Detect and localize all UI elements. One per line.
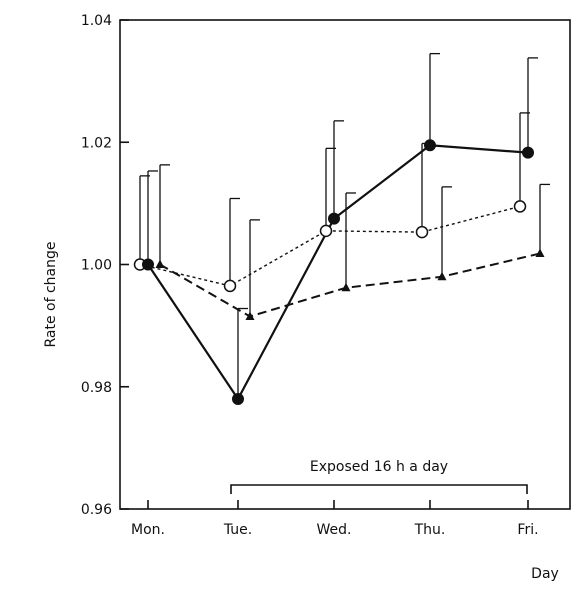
series-line [147, 144, 529, 402]
data-point-triangle [341, 282, 351, 292]
markers [133, 139, 545, 405]
series-line [159, 252, 541, 318]
y-tick-label: 0.96 [81, 502, 112, 518]
x-tick-label: Wed. [317, 522, 352, 538]
x-tick-label: Mon. [131, 522, 165, 538]
plot-frame [119, 19, 571, 510]
x-tick-label: Thu. [414, 522, 446, 538]
series-lines [139, 144, 541, 402]
data-point-filled-circle [142, 258, 154, 271]
y-tick-label: 0.98 [81, 380, 112, 396]
y-axis-title: Rate of change [43, 241, 59, 347]
data-point-filled-circle [522, 146, 534, 159]
data-point-open-circle [223, 279, 237, 293]
error-bars [139, 52, 550, 399]
axis-ticks: 0.96 0.98 1.00 1.02 1.04 Mon. Tue. Wed. Thu. Fri. [81, 13, 539, 538]
y-tick-label: 1.04 [81, 13, 112, 29]
data-point-filled-circle [424, 139, 436, 152]
y-tick-label: 1.02 [81, 135, 112, 151]
data-point-open-circle [415, 225, 429, 239]
data-point-open-circle [513, 200, 527, 213]
data-point-triangle [245, 311, 255, 320]
x-tick-label: Fri. [517, 522, 538, 538]
x-axis-title: Day [531, 566, 559, 582]
y-tick-label: 1.00 [81, 258, 112, 274]
exposure-label: Exposed 16 h a day [310, 459, 448, 475]
exposure-annotation: Exposed 16 h a day [230, 459, 528, 494]
exposure-bracket [230, 484, 528, 494]
data-point-filled-circle [328, 212, 340, 225]
series-line [139, 205, 521, 287]
x-tick-label: Tue. [223, 522, 252, 538]
data-point-open-circle [319, 224, 333, 238]
data-point-triangle [535, 248, 545, 257]
data-point-filled-circle [232, 392, 244, 405]
data-point-triangle [155, 259, 165, 268]
data-point-triangle [437, 271, 447, 281]
